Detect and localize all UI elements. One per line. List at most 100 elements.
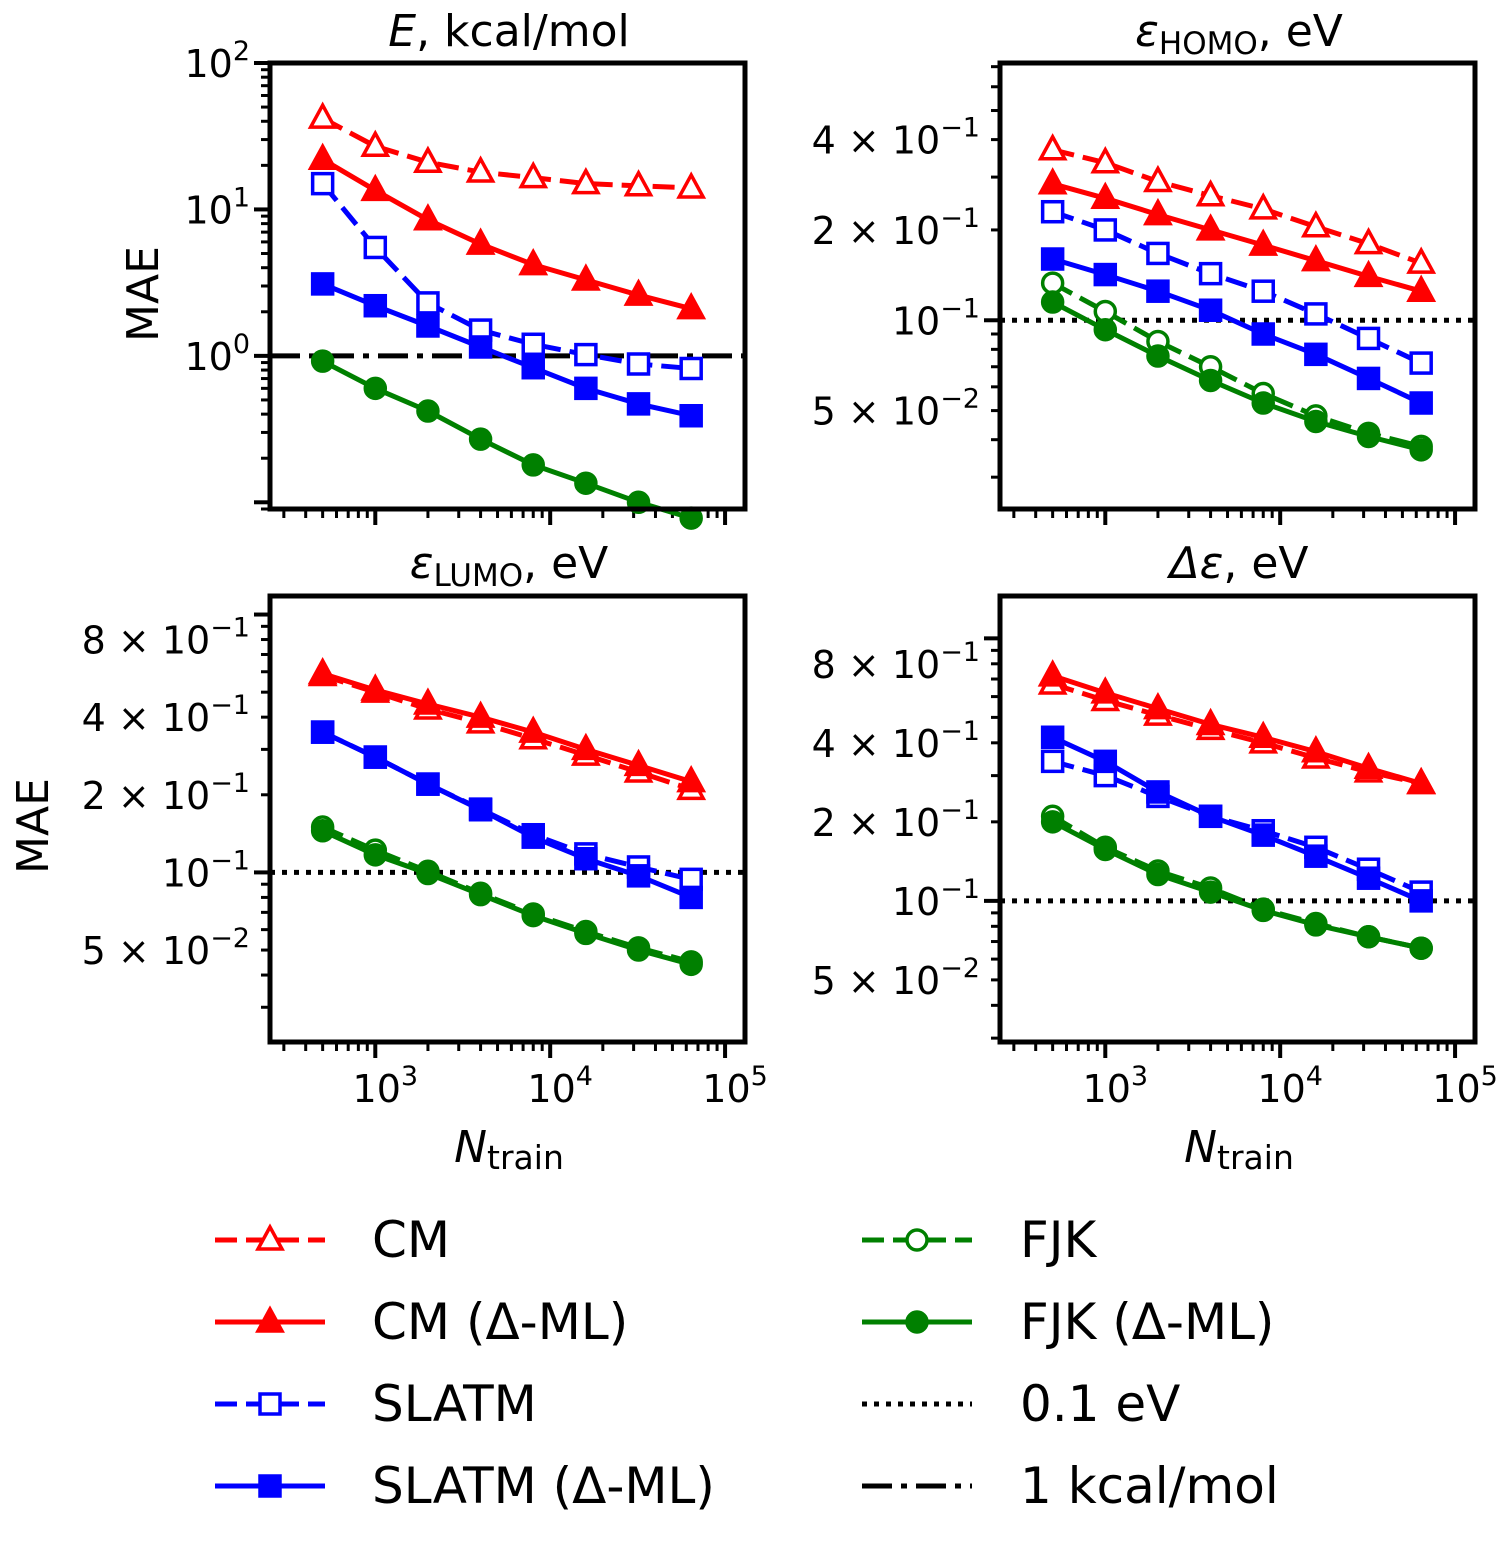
y-tick-label: 4 × 10−1: [82, 690, 250, 740]
data-point: [1040, 725, 1065, 750]
data-point: [416, 314, 440, 338]
panel-gap-xlabel: Ntrain: [1184, 1122, 1294, 1177]
panel-gap-title: Δε, eV: [1166, 538, 1308, 589]
legend-entry: 0.1 eV: [862, 1375, 1180, 1433]
data-point: [468, 882, 493, 907]
legend-entry: FJK (Δ-ML): [862, 1293, 1274, 1351]
data-point: [1093, 317, 1118, 342]
data-point: [676, 764, 707, 793]
series-slatm-ml-: [310, 720, 703, 910]
series-cm-ml-: [1037, 659, 1437, 795]
data-point: [307, 101, 338, 129]
data-point: [518, 715, 549, 743]
data-point: [468, 797, 493, 822]
legend-entry: SLATM: [215, 1375, 537, 1433]
data-point: [412, 203, 443, 231]
data-point: [1300, 735, 1331, 763]
data-point: [1198, 880, 1223, 904]
panel-lumo-xlabel: Ntrain: [454, 1122, 564, 1177]
data-point: [360, 173, 391, 202]
panel-homo-series: [1037, 133, 1437, 462]
data-point: [1406, 246, 1437, 274]
data-point: [468, 427, 493, 451]
data-point: [1409, 889, 1433, 913]
data-point: [363, 376, 388, 401]
panel-lumo-xlabel-symbol: N: [454, 1122, 487, 1173]
y-tick-label: 8 × 10−1: [812, 637, 980, 687]
panel-homo: εHOMO, eV 5 × 10−2 10−1 2 × 10−1 4 × 10−1: [812, 6, 1478, 525]
data-point: [679, 885, 703, 910]
legend-marker: [255, 1305, 285, 1333]
y-tick-label: 5 × 10−2: [812, 384, 980, 434]
series-line: [320, 182, 692, 371]
data-point: [1356, 925, 1381, 949]
data-point: [1356, 366, 1381, 391]
data-point: [1304, 409, 1328, 434]
data-point: [676, 292, 707, 320]
data-point: [1142, 197, 1173, 226]
data-point: [1198, 261, 1223, 286]
panel-energy-ylabel: MAE: [118, 246, 169, 342]
data-point: [1040, 749, 1065, 774]
panel-lumo-title-unit: , eV: [523, 538, 608, 589]
panel-energy-ticks: 100 101 102: [184, 36, 728, 525]
data-point: [1251, 322, 1275, 346]
data-point: [310, 272, 335, 296]
data-point: [412, 145, 443, 173]
data-point: [1037, 167, 1068, 195]
data-point: [1251, 391, 1275, 415]
data-point: [1093, 262, 1118, 287]
data-point: [1300, 244, 1331, 272]
data-point: [310, 819, 335, 843]
x-tick-label: 103: [1083, 1061, 1149, 1111]
data-point: [1248, 720, 1279, 749]
data-point: [1146, 344, 1170, 368]
data-point: [1251, 898, 1275, 923]
data-point: [1304, 844, 1328, 868]
data-point: [1146, 279, 1170, 303]
series-cm-ml-: [1037, 167, 1437, 302]
panel-gap: Δε, eV Ntrain 5 × 10−2 10−1 2 × 10−1 4 × 10…: [812, 538, 1498, 1177]
y-tick-label: 4 × 10−1: [812, 113, 980, 163]
legend-marker: [905, 1310, 929, 1334]
data-point: [363, 293, 388, 318]
panel-lumo-ticks: 5 × 10−2 10−1 2 × 10−1 4 × 10−1 8 × 10−1 103 1…: [82, 613, 768, 1111]
panel-homo-title-unit: , eV: [1258, 6, 1343, 57]
data-point: [679, 403, 703, 428]
panel-gap-title-unit: , eV: [1223, 538, 1308, 589]
series-slatm: [310, 171, 703, 381]
y-tick-label: 8 × 10−1: [82, 613, 250, 663]
data-point: [623, 748, 654, 777]
data-point: [363, 843, 388, 867]
panel-lumo-ylabel: MAE: [8, 778, 59, 874]
panel-homo-ticks: 5 × 10−2 10−1 2 × 10−1 4 × 10−1: [812, 65, 1458, 525]
legend-label: SLATM: [372, 1375, 537, 1433]
data-point: [1409, 936, 1433, 960]
legend-marker: [905, 1228, 929, 1252]
legend-entry: CM (Δ-ML): [215, 1293, 628, 1351]
panel-gap-title-symbol: Δε: [1166, 538, 1223, 589]
y-tick-label: 2 × 10−1: [82, 768, 250, 818]
data-point: [363, 235, 388, 260]
data-point: [570, 263, 601, 291]
data-point: [465, 227, 496, 255]
data-point: [626, 864, 651, 888]
legend-label: 1 kcal/mol: [1020, 1457, 1279, 1515]
y-tick-label: 10−1: [892, 874, 980, 924]
y-tick-label: 101: [184, 182, 250, 232]
data-point: [574, 846, 598, 871]
data-point: [1409, 438, 1433, 462]
panel-lumo-title: εLUMO, eV: [410, 538, 609, 594]
series-slatm-ml-: [310, 272, 703, 428]
panel-lumo-frame: [267, 593, 748, 1045]
panel-energy-frame: [267, 60, 748, 512]
data-point: [1146, 241, 1170, 266]
data-point: [1142, 691, 1173, 720]
data-point: [1409, 351, 1433, 375]
series-cm: [307, 101, 707, 199]
legend-label: SLATM (Δ-ML): [372, 1457, 715, 1515]
series-cm-ml-: [307, 656, 707, 793]
data-point: [1353, 259, 1384, 288]
data-point: [1304, 913, 1328, 937]
data-point: [1040, 199, 1065, 224]
